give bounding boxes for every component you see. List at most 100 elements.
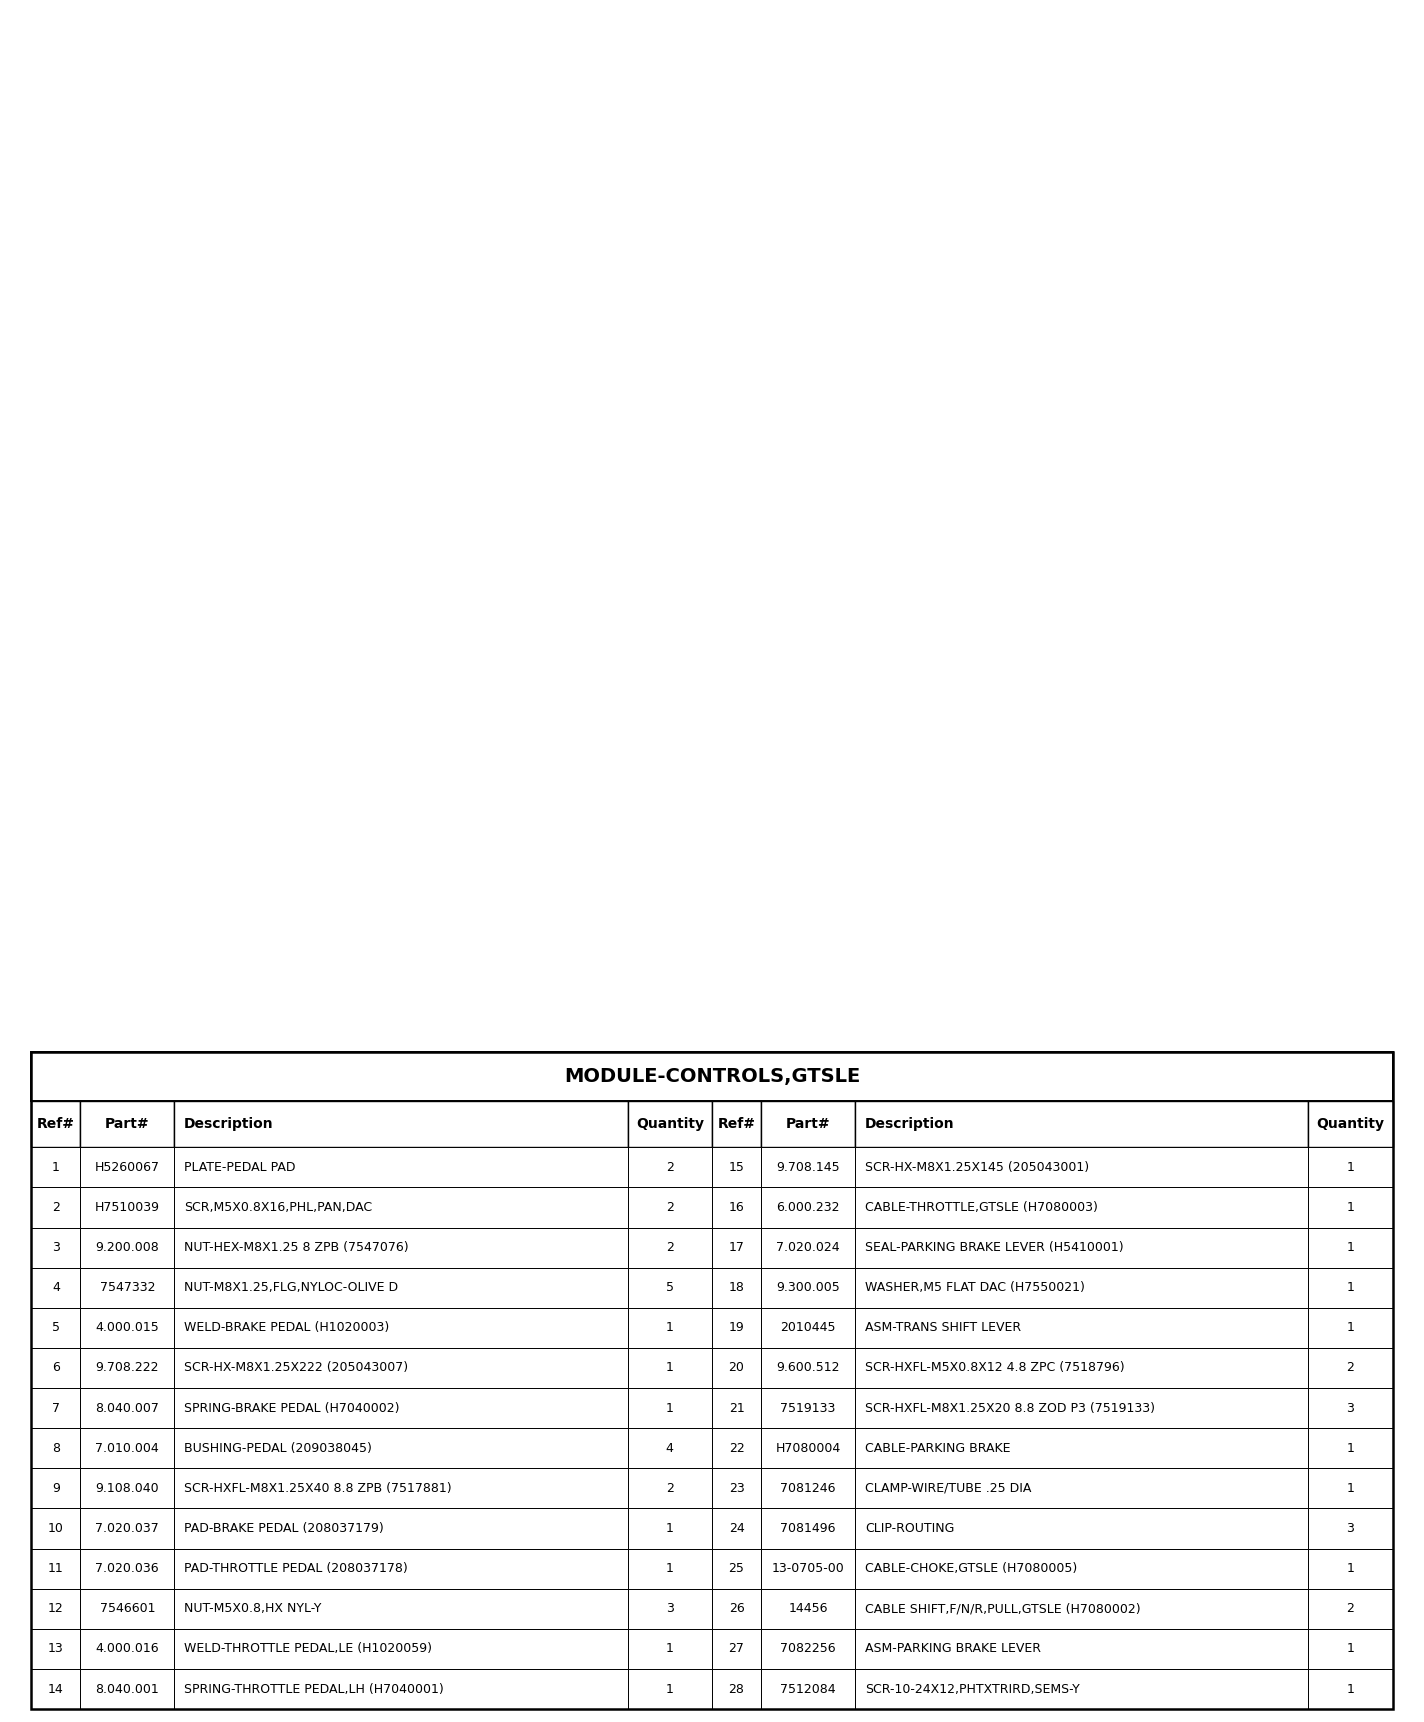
Text: 7.020.036: 7.020.036 [95, 1562, 159, 1576]
Bar [174, 1188, 628, 1228]
Bar [854, 1508, 1309, 1548]
Bar [712, 1508, 760, 1548]
Bar [628, 1228, 712, 1267]
Bar [628, 1589, 712, 1629]
Bar [1309, 1147, 1393, 1188]
Bar [854, 1147, 1309, 1188]
Bar [712, 1307, 760, 1348]
Bar [854, 1348, 1309, 1388]
Bar [174, 1228, 628, 1267]
Text: 1: 1 [1347, 1562, 1354, 1576]
Bar [31, 1469, 80, 1508]
Bar [760, 1388, 854, 1428]
Text: 3: 3 [51, 1242, 60, 1254]
Bar [712, 1388, 760, 1428]
Text: 7547332: 7547332 [100, 1281, 155, 1295]
Bar [1309, 1188, 1393, 1228]
Bar [80, 1589, 174, 1629]
Text: 2: 2 [666, 1483, 674, 1495]
Text: WASHER,M5 FLAT DAC (H7550021): WASHER,M5 FLAT DAC (H7550021) [864, 1281, 1085, 1295]
Text: SPRING-BRAKE PEDAL (H7040002): SPRING-BRAKE PEDAL (H7040002) [184, 1402, 400, 1414]
Text: NUT-HEX-M8X1.25 8 ZPB (7547076): NUT-HEX-M8X1.25 8 ZPB (7547076) [184, 1242, 409, 1254]
Bar [174, 1267, 628, 1307]
Text: 1: 1 [666, 1362, 674, 1374]
Bar [712, 1267, 760, 1307]
Text: 2: 2 [666, 1242, 674, 1254]
Text: 1: 1 [666, 1522, 674, 1534]
Text: 20: 20 [729, 1362, 745, 1374]
Text: 2: 2 [666, 1200, 674, 1214]
Bar [31, 1100, 80, 1147]
Text: PAD-BRAKE PEDAL (208037179): PAD-BRAKE PEDAL (208037179) [184, 1522, 384, 1534]
Text: CABLE SHIFT,F/N/R,PULL,GTSLE (H7080002): CABLE SHIFT,F/N/R,PULL,GTSLE (H7080002) [864, 1601, 1141, 1615]
Bar [854, 1629, 1309, 1669]
Text: SPRING-THROTTLE PEDAL,LH (H7040001): SPRING-THROTTLE PEDAL,LH (H7040001) [184, 1682, 444, 1696]
Text: SEAL-PARKING BRAKE LEVER (H5410001): SEAL-PARKING BRAKE LEVER (H5410001) [864, 1242, 1124, 1254]
Text: 1: 1 [1347, 1321, 1354, 1335]
Text: 7519133: 7519133 [780, 1402, 836, 1414]
Bar [712, 1228, 760, 1267]
Text: 3: 3 [1347, 1402, 1354, 1414]
Text: H7080004: H7080004 [775, 1441, 840, 1455]
Text: 1: 1 [51, 1161, 60, 1174]
Bar [31, 1307, 80, 1348]
Text: 18: 18 [729, 1281, 745, 1295]
Bar [174, 1100, 628, 1147]
Text: 7.020.037: 7.020.037 [95, 1522, 159, 1534]
Text: 2: 2 [51, 1200, 60, 1214]
Bar [854, 1228, 1309, 1267]
Text: 9.600.512: 9.600.512 [776, 1362, 840, 1374]
Bar [174, 1348, 628, 1388]
Text: SCR-HXFL-M8X1.25X20 8.8 ZOD P3 (7519133): SCR-HXFL-M8X1.25X20 8.8 ZOD P3 (7519133) [864, 1402, 1155, 1414]
Bar [1309, 1669, 1393, 1708]
Text: 7: 7 [51, 1402, 60, 1414]
Bar [1309, 1348, 1393, 1388]
Text: 17: 17 [729, 1242, 745, 1254]
Text: Part#: Part# [105, 1118, 150, 1131]
Bar [760, 1267, 854, 1307]
Bar [80, 1469, 174, 1508]
Text: 1: 1 [1347, 1682, 1354, 1696]
Text: CLAMP-WIRE/TUBE .25 DIA: CLAMP-WIRE/TUBE .25 DIA [864, 1483, 1031, 1495]
Text: BUSHING-PEDAL (209038045): BUSHING-PEDAL (209038045) [184, 1441, 372, 1455]
Text: MODULE-CONTROLS,GTSLE: MODULE-CONTROLS,GTSLE [564, 1068, 860, 1087]
Text: 7546601: 7546601 [100, 1601, 155, 1615]
Bar [80, 1188, 174, 1228]
Bar [80, 1669, 174, 1708]
Bar [712, 1629, 760, 1669]
Text: CABLE-PARKING BRAKE: CABLE-PARKING BRAKE [864, 1441, 1011, 1455]
Text: NUT-M5X0.8,HX NYL-Y: NUT-M5X0.8,HX NYL-Y [184, 1601, 322, 1615]
Text: WELD-BRAKE PEDAL (H1020003): WELD-BRAKE PEDAL (H1020003) [184, 1321, 390, 1335]
Bar [31, 1388, 80, 1428]
Bar [628, 1548, 712, 1589]
Bar [174, 1508, 628, 1548]
Bar [628, 1469, 712, 1508]
Text: 2: 2 [666, 1161, 674, 1174]
Text: 1: 1 [1347, 1200, 1354, 1214]
Bar [31, 1228, 80, 1267]
Text: SCR-HXFL-M8X1.25X40 8.8 ZPB (7517881): SCR-HXFL-M8X1.25X40 8.8 ZPB (7517881) [184, 1483, 451, 1495]
Text: 3: 3 [1347, 1522, 1354, 1534]
Text: 1: 1 [1347, 1441, 1354, 1455]
Text: 24: 24 [729, 1522, 745, 1534]
Text: WELD-THROTTLE PEDAL,LE (H1020059): WELD-THROTTLE PEDAL,LE (H1020059) [184, 1643, 433, 1655]
Text: 9.200.008: 9.200.008 [95, 1242, 159, 1254]
Text: 14456: 14456 [789, 1601, 827, 1615]
Text: 14: 14 [48, 1682, 64, 1696]
Bar [854, 1388, 1309, 1428]
Text: H5260067: H5260067 [95, 1161, 159, 1174]
Bar [712, 1188, 760, 1228]
Bar [174, 1629, 628, 1669]
Bar [760, 1669, 854, 1708]
Bar [1309, 1307, 1393, 1348]
Text: 7082256: 7082256 [780, 1643, 836, 1655]
Text: 16: 16 [729, 1200, 745, 1214]
Text: ASM-TRANS SHIFT LEVER: ASM-TRANS SHIFT LEVER [864, 1321, 1021, 1335]
Bar [80, 1348, 174, 1388]
Text: 4: 4 [666, 1441, 674, 1455]
Text: 4.000.015: 4.000.015 [95, 1321, 159, 1335]
Bar [854, 1548, 1309, 1589]
Text: H7510039: H7510039 [95, 1200, 159, 1214]
Bar [628, 1100, 712, 1147]
Text: 3: 3 [666, 1601, 674, 1615]
